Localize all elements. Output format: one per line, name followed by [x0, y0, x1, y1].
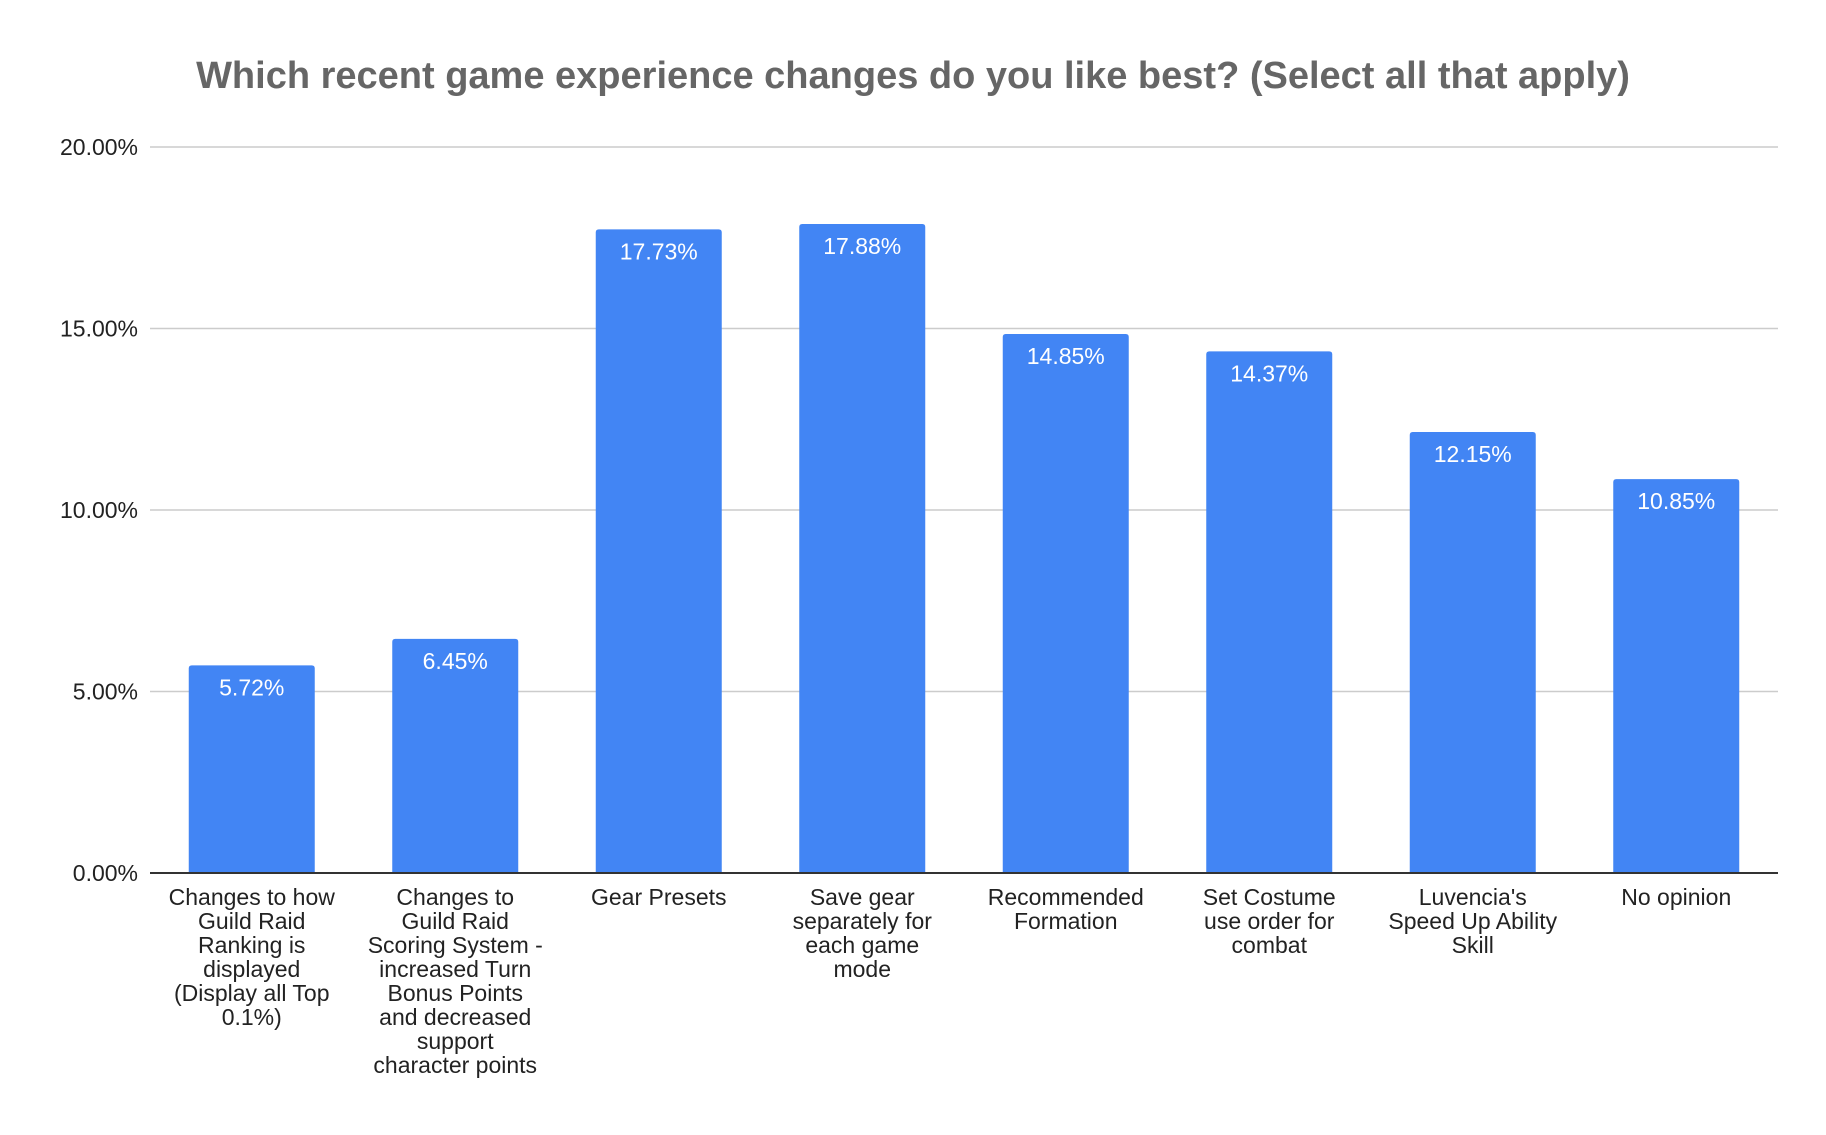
category-label-line: character points: [373, 1052, 537, 1078]
category-label-line: Gear Presets: [591, 884, 727, 910]
category-label-line: Luvencia's: [1419, 884, 1527, 910]
category-label-line: Skill: [1452, 932, 1494, 958]
data-label: 14.37%: [1230, 360, 1308, 386]
category-label-line: each game: [805, 932, 919, 958]
bar: [188, 665, 315, 873]
bar: [1409, 431, 1536, 873]
bar: [799, 223, 926, 873]
category-label-line: Speed Up Ability: [1388, 908, 1557, 934]
category-label-line: combat: [1232, 932, 1308, 958]
y-tick-label: 10.00%: [60, 497, 138, 523]
category-label-line: 0.1%): [222, 1004, 282, 1030]
category-label-line: Changes to how: [169, 884, 336, 910]
axes: 0.00% 5.00% 10.00% 15.00% 20.00% Changes to h…: [60, 134, 1778, 1078]
category-label-line: and decreased: [379, 1004, 531, 1030]
category-label-line: use order for: [1204, 908, 1335, 934]
category-label-line: Changes to: [396, 884, 514, 910]
category-label: Changes to how Guild Raid Ranking is displa…: [169, 884, 336, 1030]
category-label-line: Formation: [1014, 908, 1118, 934]
y-tick-label: 15.00%: [60, 316, 138, 342]
bar: [392, 638, 519, 873]
data-label: 14.85%: [1027, 343, 1105, 369]
category-label-line: Recommended: [988, 884, 1144, 910]
bars: 5.72% 6.45% 17.73% 17.88% 14.85% 14.37% 12.15%…: [188, 223, 1740, 873]
category-label: Recommended Formation: [988, 884, 1144, 934]
bar: [1206, 351, 1333, 873]
category-label-line: support: [417, 1028, 494, 1054]
category-label-line: displayed: [203, 956, 300, 982]
category-label: No opinion: [1621, 884, 1731, 910]
category-label-line: Scoring System -: [368, 932, 543, 958]
category-label-line: Set Costume: [1203, 884, 1336, 910]
data-label: 17.73%: [620, 238, 698, 264]
category-label: Changes to Guild Raid Scoring System -incr…: [368, 884, 543, 1078]
y-tick-label: 20.00%: [60, 134, 138, 160]
category-label-line: Bonus Points: [387, 980, 523, 1006]
data-label: 10.85%: [1637, 488, 1715, 514]
chart-title: Which recent game experience changes do …: [196, 55, 1630, 97]
bar: [595, 229, 722, 873]
category-label-line: separately for: [793, 908, 933, 934]
y-tick-label: 5.00%: [73, 679, 138, 705]
bar: [1002, 333, 1129, 873]
data-label: 6.45%: [423, 648, 488, 674]
category-label: Luvencia's Speed Up Ability Skill: [1388, 884, 1557, 958]
category-label-line: mode: [833, 956, 891, 982]
y-tick-label: 0.00%: [73, 860, 138, 886]
data-label: 12.15%: [1434, 441, 1512, 467]
category-label: Save gear separately for each game mode: [793, 884, 933, 982]
category-label: Gear Presets: [591, 884, 727, 910]
bar: [1613, 479, 1740, 873]
category-label-line: Guild Raid: [402, 908, 509, 934]
data-label: 17.88%: [823, 233, 901, 259]
category-label: Set Costume use order for combat: [1203, 884, 1336, 958]
category-label-line: Ranking is: [198, 932, 305, 958]
category-label-line: (Display all Top: [174, 980, 330, 1006]
category-label-line: No opinion: [1621, 884, 1731, 910]
data-label: 5.72%: [219, 674, 284, 700]
category-label-line: Guild Raid: [198, 908, 305, 934]
category-label-line: increased Turn: [379, 956, 531, 982]
category-label-line: Save gear: [810, 884, 915, 910]
